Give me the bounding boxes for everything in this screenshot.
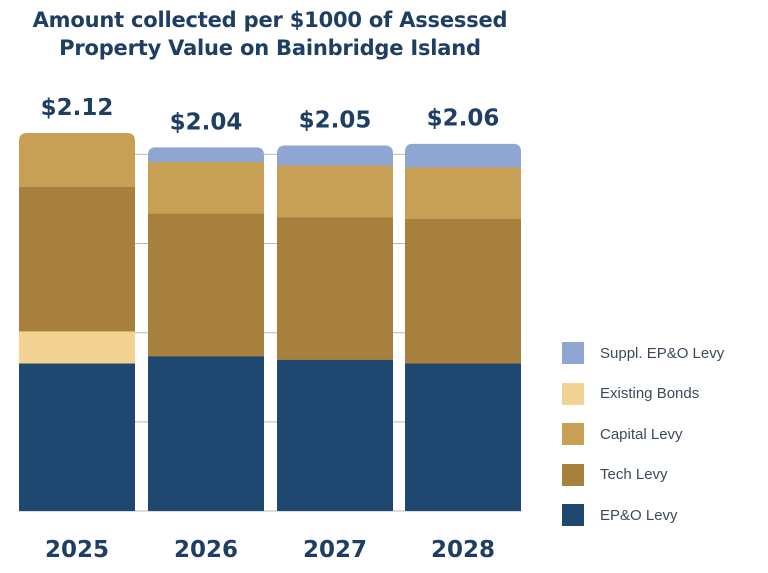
chart-title-line-2: Property Value on Bainbridge Island [59, 36, 481, 60]
bar-segment-ep-o-levy-2027 [277, 359, 393, 512]
legend-swatch [562, 342, 584, 365]
chart-legend: Suppl. EP&O Levy Existing Bonds Capital Le… [562, 333, 724, 536]
legend-label: EP&O Levy [600, 506, 678, 524]
bar-stack-2025 [19, 133, 135, 511]
total-label-2025: $2.12 [41, 95, 114, 121]
bar-segment-tech-levy-2027 [277, 216, 393, 360]
bar-segment-tech-levy-2028 [405, 218, 521, 364]
legend-label: Tech Levy [600, 466, 668, 484]
legend-item: Capital Levy [562, 414, 724, 455]
bar-segment-ep-o-levy-2028 [405, 363, 521, 511]
legend-item: EP&O Levy [562, 495, 724, 536]
bar-segment-ep-o-levy-2025 [19, 363, 135, 511]
bar-segment-existing-bonds-2025 [19, 330, 135, 364]
x-tick-label-2025: 2025 [45, 537, 109, 563]
total-label-2028: $2.06 [427, 106, 500, 132]
legend-item: Existing Bonds [562, 374, 724, 415]
x-tick-label-2027: 2027 [303, 537, 367, 563]
chart-title-line-1: Amount collected per $1000 of Assessed [32, 8, 508, 32]
bar-segment-capital-levy-2027 [277, 165, 393, 218]
legend-label: Existing Bonds [600, 385, 700, 403]
legend-label: Suppl. EP&O Levy [600, 344, 725, 362]
legend-label: Capital Levy [600, 425, 683, 443]
total-label-2027: $2.05 [299, 107, 372, 133]
bar-segment-tech-levy-2025 [19, 186, 135, 332]
legend-item: Tech Levy [562, 455, 724, 496]
bar-segment-tech-levy-2026 [148, 213, 264, 357]
bar-segment-suppl-ep-o-levy-2028 [405, 143, 521, 168]
bar-segment-suppl-ep-o-levy-2027 [277, 145, 393, 166]
legend-swatch [562, 504, 584, 527]
bar-segment-ep-o-levy-2026 [148, 355, 264, 511]
bar-stack-2026 [148, 147, 264, 511]
bar-segment-suppl-ep-o-levy-2026 [148, 147, 264, 163]
bar-segment-capital-levy-2025 [19, 133, 135, 187]
x-tick-label-2026: 2026 [174, 537, 238, 563]
bar-stack-2027 [277, 145, 393, 512]
total-label-2026: $2.04 [170, 109, 243, 135]
x-tick-label-2028: 2028 [431, 537, 495, 563]
legend-swatch [562, 382, 584, 405]
bar-segment-capital-levy-2028 [405, 166, 521, 220]
legend-swatch [562, 463, 584, 486]
bar-segment-capital-levy-2026 [148, 161, 264, 214]
legend-item: Suppl. EP&O Levy [562, 333, 724, 374]
chart-title: Amount collected per $1000 of Assessed P… [0, 6, 540, 62]
bar-stack-2028 [405, 143, 521, 511]
legend-swatch [562, 423, 584, 446]
